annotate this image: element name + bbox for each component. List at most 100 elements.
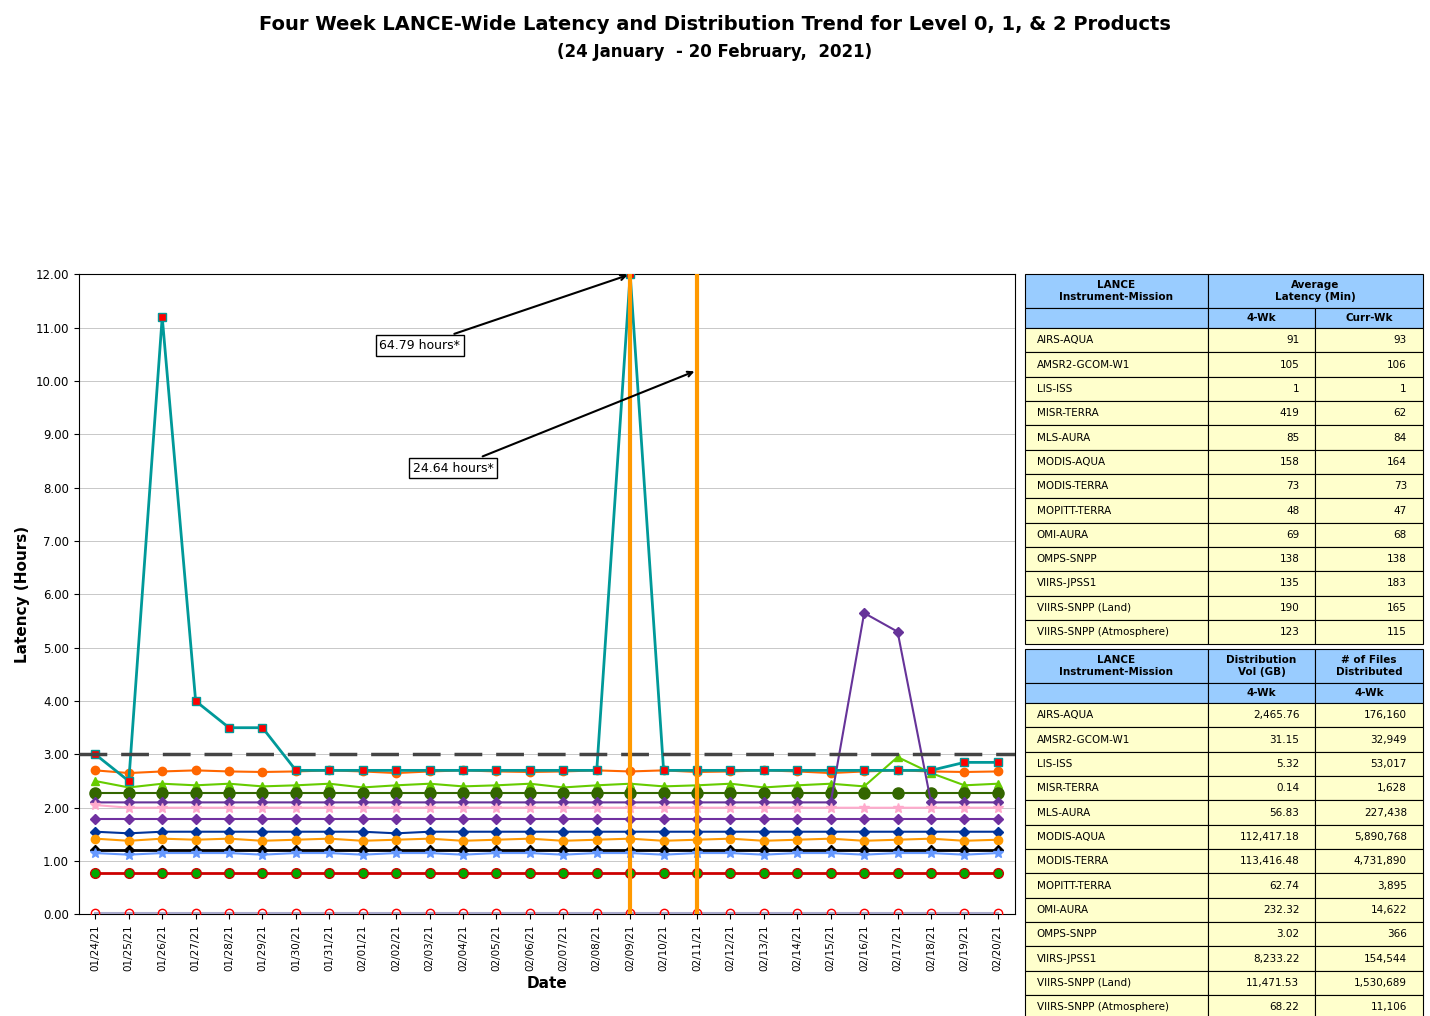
Text: VIIRS-JPSS1: VIIRS-JPSS1 xyxy=(1037,578,1097,588)
Bar xyxy=(1316,683,1423,703)
Text: MISR-TERRA: MISR-TERRA xyxy=(1037,783,1098,793)
Text: OMI-AURA: OMI-AURA xyxy=(1037,529,1088,539)
Bar xyxy=(1208,849,1316,874)
Bar xyxy=(1208,752,1316,776)
Bar xyxy=(1208,401,1316,426)
Bar xyxy=(1208,801,1316,825)
Bar xyxy=(1316,649,1423,683)
Text: 47: 47 xyxy=(1394,506,1407,515)
Text: 135: 135 xyxy=(1280,578,1300,588)
Text: 8,233.22: 8,233.22 xyxy=(1253,954,1300,963)
Bar xyxy=(1208,571,1316,595)
Bar xyxy=(1316,801,1423,825)
Bar xyxy=(1316,595,1423,620)
Bar xyxy=(1024,377,1208,401)
Bar xyxy=(1024,571,1208,595)
Text: 158: 158 xyxy=(1280,457,1300,467)
Bar xyxy=(1024,752,1208,776)
X-axis label: Date: Date xyxy=(526,976,566,992)
Text: 4-Wk: 4-Wk xyxy=(1354,688,1384,698)
Text: OMPS-SNPP: OMPS-SNPP xyxy=(1037,554,1097,564)
Bar xyxy=(1316,849,1423,874)
Text: 190: 190 xyxy=(1280,602,1300,613)
Text: VIIRS-SNPP (Atmosphere): VIIRS-SNPP (Atmosphere) xyxy=(1037,1002,1168,1012)
Bar xyxy=(1316,353,1423,377)
Text: VIIRS-SNPP (Atmosphere): VIIRS-SNPP (Atmosphere) xyxy=(1037,627,1168,637)
Text: 4-Wk: 4-Wk xyxy=(1247,313,1277,323)
Text: MLS-AURA: MLS-AURA xyxy=(1037,808,1090,818)
Bar xyxy=(1024,970,1208,995)
Bar xyxy=(1024,522,1208,547)
Bar xyxy=(1316,923,1423,947)
Bar xyxy=(1208,825,1316,849)
Bar xyxy=(1316,499,1423,522)
Bar xyxy=(1208,620,1316,644)
Text: LANCE
Instrument-Mission: LANCE Instrument-Mission xyxy=(1060,280,1173,302)
Text: 11,106: 11,106 xyxy=(1370,1002,1407,1012)
Bar xyxy=(1208,426,1316,450)
Bar xyxy=(1024,649,1208,683)
Bar xyxy=(1208,970,1316,995)
Text: AMSR2-GCOM-W1: AMSR2-GCOM-W1 xyxy=(1037,360,1130,370)
Text: AIRS-AQUA: AIRS-AQUA xyxy=(1037,335,1094,345)
Bar xyxy=(1316,450,1423,474)
Text: 105: 105 xyxy=(1280,360,1300,370)
Bar xyxy=(1208,328,1316,353)
Bar xyxy=(1316,474,1423,499)
Bar xyxy=(1208,995,1316,1016)
Bar xyxy=(1208,776,1316,801)
Text: 31.15: 31.15 xyxy=(1270,735,1300,745)
Text: 4-Wk: 4-Wk xyxy=(1247,688,1277,698)
Bar xyxy=(1208,595,1316,620)
Bar xyxy=(1024,683,1208,703)
Text: 85: 85 xyxy=(1286,433,1300,443)
Text: 24.64 hours*: 24.64 hours* xyxy=(413,372,692,474)
Text: Distribution
Vol (GB): Distribution Vol (GB) xyxy=(1227,655,1297,677)
Bar xyxy=(1024,328,1208,353)
Bar xyxy=(1316,377,1423,401)
Text: Average
Latency (Min): Average Latency (Min) xyxy=(1276,280,1356,302)
Text: 112,417.18: 112,417.18 xyxy=(1240,832,1300,842)
Text: 106: 106 xyxy=(1387,360,1407,370)
Text: 366: 366 xyxy=(1387,930,1407,939)
Text: VIIRS-JPSS1: VIIRS-JPSS1 xyxy=(1037,954,1097,963)
Bar xyxy=(1208,683,1316,703)
Bar xyxy=(1316,571,1423,595)
Text: 14,622: 14,622 xyxy=(1370,905,1407,915)
Text: 62.74: 62.74 xyxy=(1270,881,1300,891)
Text: 113,416.48: 113,416.48 xyxy=(1240,856,1300,867)
Text: LANCE
Instrument-Mission: LANCE Instrument-Mission xyxy=(1060,655,1173,677)
Bar xyxy=(1316,703,1423,727)
Bar xyxy=(1024,995,1208,1016)
Bar xyxy=(1208,274,1423,308)
Text: Four Week LANCE-Wide Latency and Distribution Trend for Level 0, 1, & 2 Products: Four Week LANCE-Wide Latency and Distrib… xyxy=(259,15,1171,35)
Text: OMPS-SNPP: OMPS-SNPP xyxy=(1037,930,1097,939)
Text: 1: 1 xyxy=(1293,384,1300,394)
Bar xyxy=(1024,849,1208,874)
Text: 2,465.76: 2,465.76 xyxy=(1253,710,1300,720)
Text: AIRS-AQUA: AIRS-AQUA xyxy=(1037,710,1094,720)
Y-axis label: Latency (Hours): Latency (Hours) xyxy=(14,526,30,662)
Bar xyxy=(1024,474,1208,499)
Text: 138: 138 xyxy=(1387,554,1407,564)
Text: 115: 115 xyxy=(1387,627,1407,637)
Text: MODIS-AQUA: MODIS-AQUA xyxy=(1037,457,1104,467)
Text: 4,731,890: 4,731,890 xyxy=(1354,856,1407,867)
Bar xyxy=(1316,970,1423,995)
Text: (24 January  - 20 February,  2021): (24 January - 20 February, 2021) xyxy=(558,43,872,61)
Text: MOPITT-TERRA: MOPITT-TERRA xyxy=(1037,506,1111,515)
Bar xyxy=(1208,703,1316,727)
Text: 73: 73 xyxy=(1286,482,1300,491)
Bar xyxy=(1316,308,1423,328)
Text: 32,949: 32,949 xyxy=(1370,735,1407,745)
Bar xyxy=(1024,923,1208,947)
Text: LIS-ISS: LIS-ISS xyxy=(1037,384,1072,394)
Bar xyxy=(1208,874,1316,898)
Bar xyxy=(1024,547,1208,571)
Bar xyxy=(1024,401,1208,426)
Bar xyxy=(1208,923,1316,947)
Bar xyxy=(1316,547,1423,571)
Text: 5,890,768: 5,890,768 xyxy=(1354,832,1407,842)
Bar xyxy=(1316,328,1423,353)
Bar xyxy=(1024,898,1208,923)
